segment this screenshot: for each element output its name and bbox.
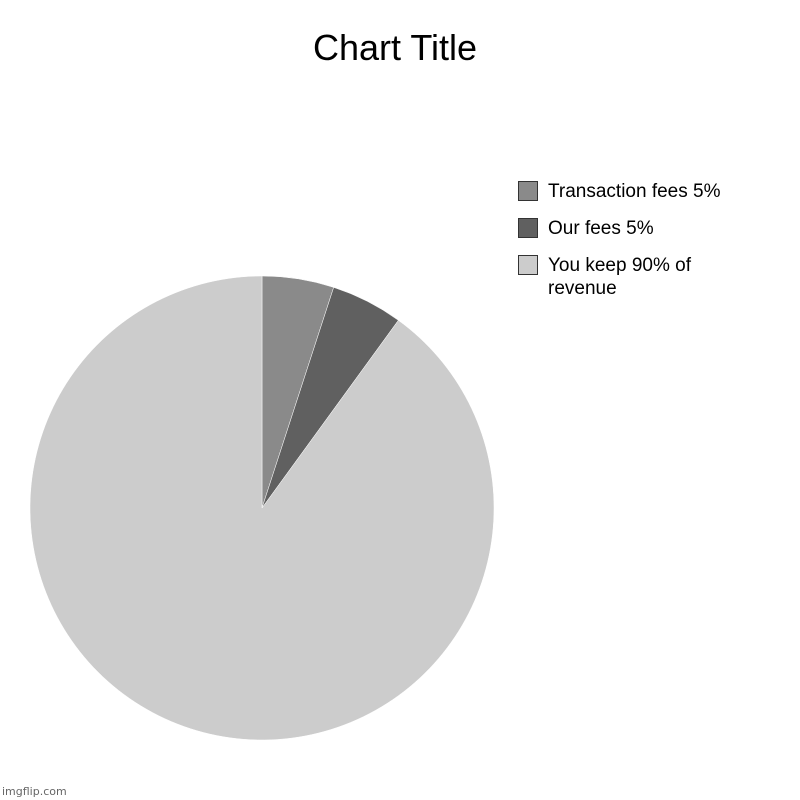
legend-item-transaction-fees: Transaction fees 5%: [518, 180, 788, 203]
legend-label: Transaction fees 5%: [548, 181, 721, 202]
legend-swatch: [518, 255, 538, 275]
legend-swatch: [518, 218, 538, 238]
chart-title: Chart Title: [312, 27, 478, 68]
legend-label: You keep 90% of revenue: [548, 255, 691, 299]
pie-slice-2: [29, 275, 495, 741]
legend-item-our-fees: Our fees 5%: [518, 217, 788, 240]
legend-label: Our fees 5%: [548, 218, 654, 239]
legend-swatch: [518, 181, 538, 201]
legend-item-you-keep: You keep 90% of revenue: [518, 254, 788, 300]
legend: Transaction fees 5% Our fees 5% You keep…: [518, 180, 788, 314]
watermark: imgflip.com: [2, 785, 67, 798]
